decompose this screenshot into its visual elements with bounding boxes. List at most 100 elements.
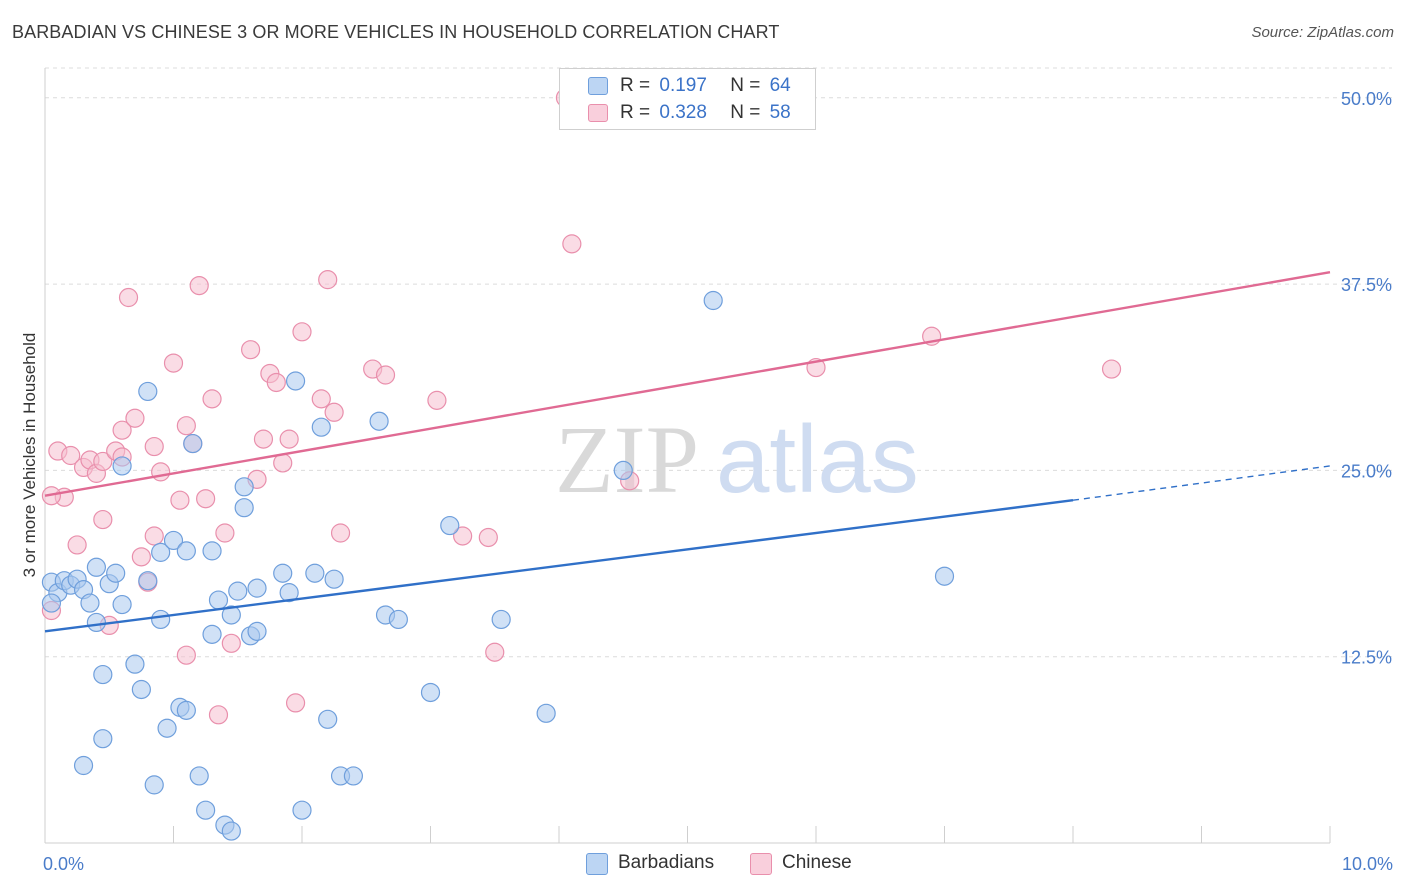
barbadian-point — [247, 621, 267, 641]
barbadian-point — [311, 417, 331, 437]
y-axis-label: 3 or more Vehicles in Household — [20, 333, 39, 578]
y-tick-label: 37.5% — [1341, 275, 1392, 295]
chinese-point — [189, 275, 209, 296]
chinese-point — [61, 445, 81, 466]
barbadian-point — [106, 563, 126, 583]
barbadian-point — [247, 578, 267, 598]
legend-label-chinese: Chinese — [782, 852, 852, 873]
chinese-point — [324, 402, 344, 422]
legend-stats-chinese: R = 0.328 N = 58 — [620, 102, 791, 124]
barbadian-point — [151, 542, 171, 562]
barbadian-point — [234, 477, 254, 497]
barbadian-point — [196, 800, 216, 820]
chinese-point — [208, 705, 229, 725]
x-tick-labels: 0.0% 10.0% — [43, 854, 1393, 874]
barbadian-point — [273, 563, 293, 583]
barbadian-point — [189, 766, 209, 786]
chinese-point — [485, 642, 505, 662]
chinese-point — [176, 645, 196, 665]
trend-line-chinese — [44, 271, 1331, 497]
barbadian-point — [176, 541, 196, 561]
barbadian-point — [131, 679, 151, 700]
y-tick-labels: 12.5% 25.0% 37.5% 50.0% — [1341, 89, 1392, 668]
legend-stats-barbadians: R = 0.197 N = 64 — [620, 75, 791, 97]
legend-swatch-chinese — [588, 104, 608, 122]
barbadian-point — [369, 411, 389, 431]
legend-swatch-barbadians — [588, 77, 608, 95]
barbadian-point — [324, 569, 344, 589]
barbadian-point — [176, 700, 196, 720]
barbadian-point — [234, 498, 254, 518]
chinese-point — [170, 490, 190, 510]
barbadian-point — [279, 583, 299, 603]
r-value: 0.197 — [659, 75, 707, 96]
watermark: ZIP atlas — [555, 406, 919, 513]
chinese-point — [215, 523, 235, 543]
barbadian-point — [318, 709, 338, 729]
barbadian-point — [221, 605, 241, 625]
stats-legend: R = 0.197 N = 64 R = 0.328 N = 58 — [559, 68, 816, 130]
barbadian-point — [228, 581, 248, 601]
barbadian-point — [157, 718, 177, 738]
chinese-point — [292, 322, 312, 342]
y-tick-label: 50.0% — [1341, 89, 1392, 109]
chinese-point — [375, 365, 396, 385]
barbadian-point — [221, 821, 241, 841]
chinese-point — [318, 270, 338, 290]
trend-lines — [44, 271, 1331, 633]
chinese-point — [253, 429, 274, 449]
chinese-point — [266, 372, 286, 393]
chart-title: BARBADIAN VS CHINESE 3 OR MORE VEHICLES … — [12, 22, 780, 42]
chinese-point — [93, 509, 113, 530]
grid-lines — [45, 67, 1392, 658]
chinese-point — [202, 389, 222, 409]
chinese-point — [125, 408, 145, 428]
chinese-point — [453, 526, 473, 546]
barbadian-point — [440, 515, 460, 536]
r-value: 0.328 — [659, 102, 707, 123]
chinese-point — [285, 693, 306, 713]
chinese-point — [118, 287, 139, 308]
chinese-point — [1101, 359, 1122, 379]
trend-line-extension-barbadians — [1072, 465, 1331, 501]
legend-label-barbadians: Barbadians — [618, 852, 715, 873]
trend-line-barbadians — [44, 499, 1074, 633]
chinese-point — [131, 547, 151, 567]
chinese-point — [67, 535, 87, 555]
chinese-point — [163, 353, 184, 373]
barbadian-point — [208, 590, 229, 610]
barbadian-point — [305, 563, 325, 583]
y-tick-label: 25.0% — [1341, 461, 1392, 481]
barbadian-point — [613, 460, 633, 481]
barbadian-point — [112, 594, 132, 615]
barbadian-point — [86, 612, 107, 633]
chinese-point — [176, 416, 196, 436]
barbadian-point — [491, 609, 511, 630]
source-label: Source: ZipAtlas.com — [1251, 24, 1394, 41]
r-label: R = — [620, 75, 651, 96]
chinese-point — [196, 489, 216, 509]
chinese-point — [330, 523, 351, 543]
barbadian-point — [86, 557, 107, 577]
barbadian-point — [285, 371, 306, 391]
chinese-points — [41, 88, 1122, 725]
legend-swatch-chinese — [750, 853, 772, 875]
chinese-point — [427, 390, 447, 410]
barbadian-point — [163, 530, 184, 551]
chinese-point — [93, 451, 113, 472]
barbadian-point — [420, 682, 441, 703]
barbadian-point — [93, 729, 113, 749]
chinese-point — [112, 420, 132, 440]
n-value: 64 — [769, 75, 791, 96]
barbadian-point — [183, 433, 203, 454]
barbadian-point — [93, 664, 113, 685]
barbadian-point — [125, 654, 145, 674]
legend-swatch-barbadians — [586, 853, 608, 875]
chinese-point — [311, 389, 331, 409]
barbadian-point — [343, 766, 363, 786]
chinese-point — [241, 340, 261, 360]
barbadian-point — [536, 703, 556, 723]
barbadian-point — [703, 290, 723, 311]
r-label: R = — [620, 102, 651, 123]
barbadian-point — [73, 755, 94, 776]
